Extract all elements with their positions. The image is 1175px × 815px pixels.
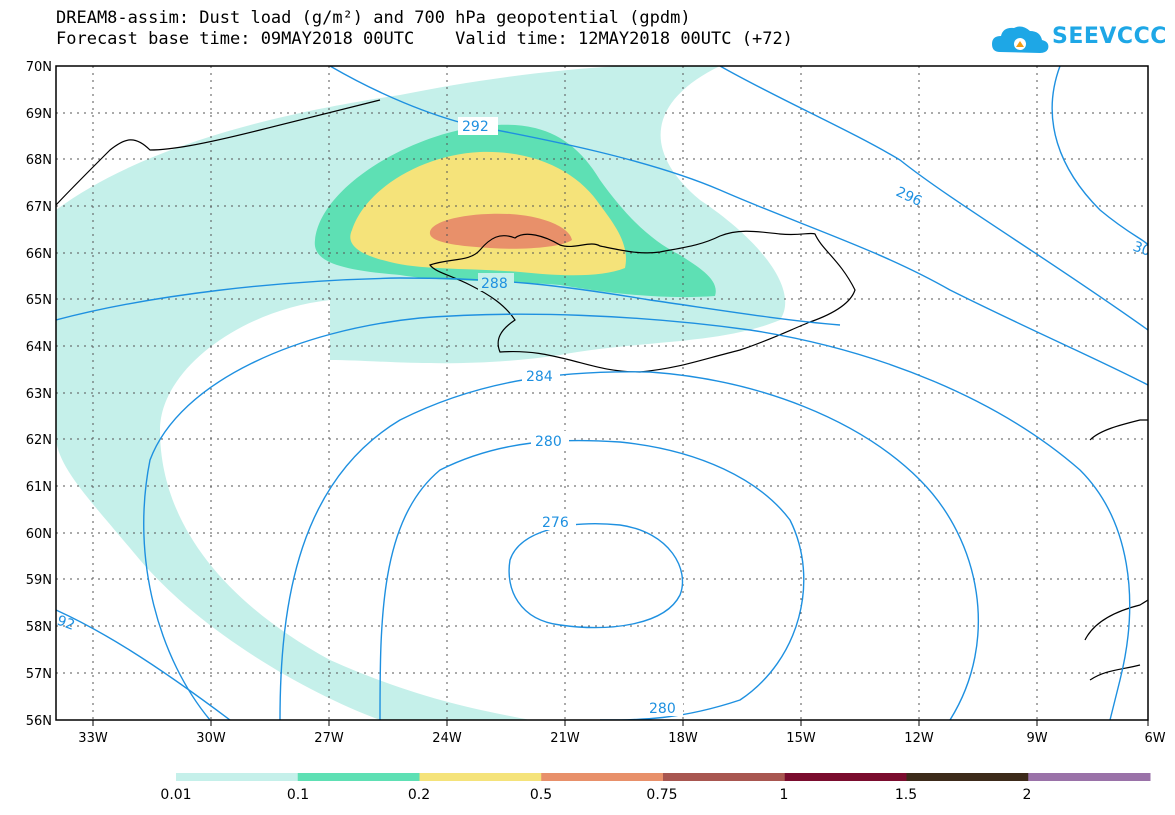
lat-label: 57N [26,667,52,682]
lat-label: 68N [26,153,52,168]
contour-label: 284 [526,369,553,385]
lat-label: 61N [26,480,52,495]
lon-label: 15W [786,731,816,746]
colorbar-label: 1.5 [894,787,918,803]
colorbar-label: 1 [779,787,789,803]
colorbar-swatch [541,773,664,781]
logo-text: SEEVCCC [1052,24,1167,49]
lat-label: 69N [26,107,52,122]
contour-label: 292 [462,119,489,135]
colorbar-swatch [663,773,786,781]
lat-label: 67N [26,200,52,215]
contour-label: 280 [535,434,562,450]
colorbar-label: 0.2 [407,787,431,803]
lat-label: 59N [26,573,52,588]
chart-subtitle: Forecast base time: 09MAY2018 00UTC Vali… [56,29,793,49]
lon-label: 12W [904,731,934,746]
colorbar-label: 2 [1022,787,1032,803]
colorbar-label: 0.1 [286,787,310,803]
colorbar-label: 0.75 [646,787,678,803]
colorbar-label: 0.01 [160,787,192,803]
coastline [56,99,1148,681]
lat-label: 56N [26,714,52,729]
lat-label: 70N [26,60,52,75]
dust-0.5-region [429,213,572,249]
map-frame [55,65,1149,721]
lon-label: 30W [196,731,226,746]
lon-label: 6W [1144,731,1165,746]
longitude-labels: 33W 30W 27W 24W 21W 18W 15W 12W 9W 6W [78,731,1165,746]
colorbar-swatch [906,773,1029,781]
lon-label: 27W [314,731,344,746]
contour-label: 288 [481,276,508,292]
lat-label: 62N [26,433,52,448]
lat-label: 58N [26,620,52,635]
contour-label: 276 [542,515,569,531]
latitude-labels: 70N 69N 68N 67N 66N 65N 64N 63N 62N 61N … [26,60,52,729]
lat-label: 64N [26,340,52,355]
colorbar-swatch [297,773,420,781]
cloud-logo-icon [992,26,1049,53]
chart-title: DREAM8-assim: Dust load (g/m²) and 700 h… [56,8,691,28]
lon-label: 9W [1026,731,1047,746]
colorbar-swatch [419,773,542,781]
colorbar-swatch [1028,773,1151,781]
lat-label: 65N [26,293,52,308]
colorbar-swatch [784,773,907,781]
colorbar-swatch [176,773,299,781]
contour-label: 280 [649,701,676,717]
lon-label: 18W [668,731,698,746]
lon-label: 24W [432,731,462,746]
lat-label: 60N [26,527,52,542]
contour-label: 92 [55,613,77,634]
lon-label: 33W [78,731,108,746]
colorbar [176,773,1151,781]
contour-label: 30 [1131,239,1153,260]
contour-labels: 292 296 30 288 284 280 276 280 92 [55,117,1153,717]
lat-label: 63N [26,387,52,402]
lat-label: 66N [26,247,52,262]
colorbar-label: 0.5 [529,787,553,803]
lon-label: 21W [550,731,580,746]
